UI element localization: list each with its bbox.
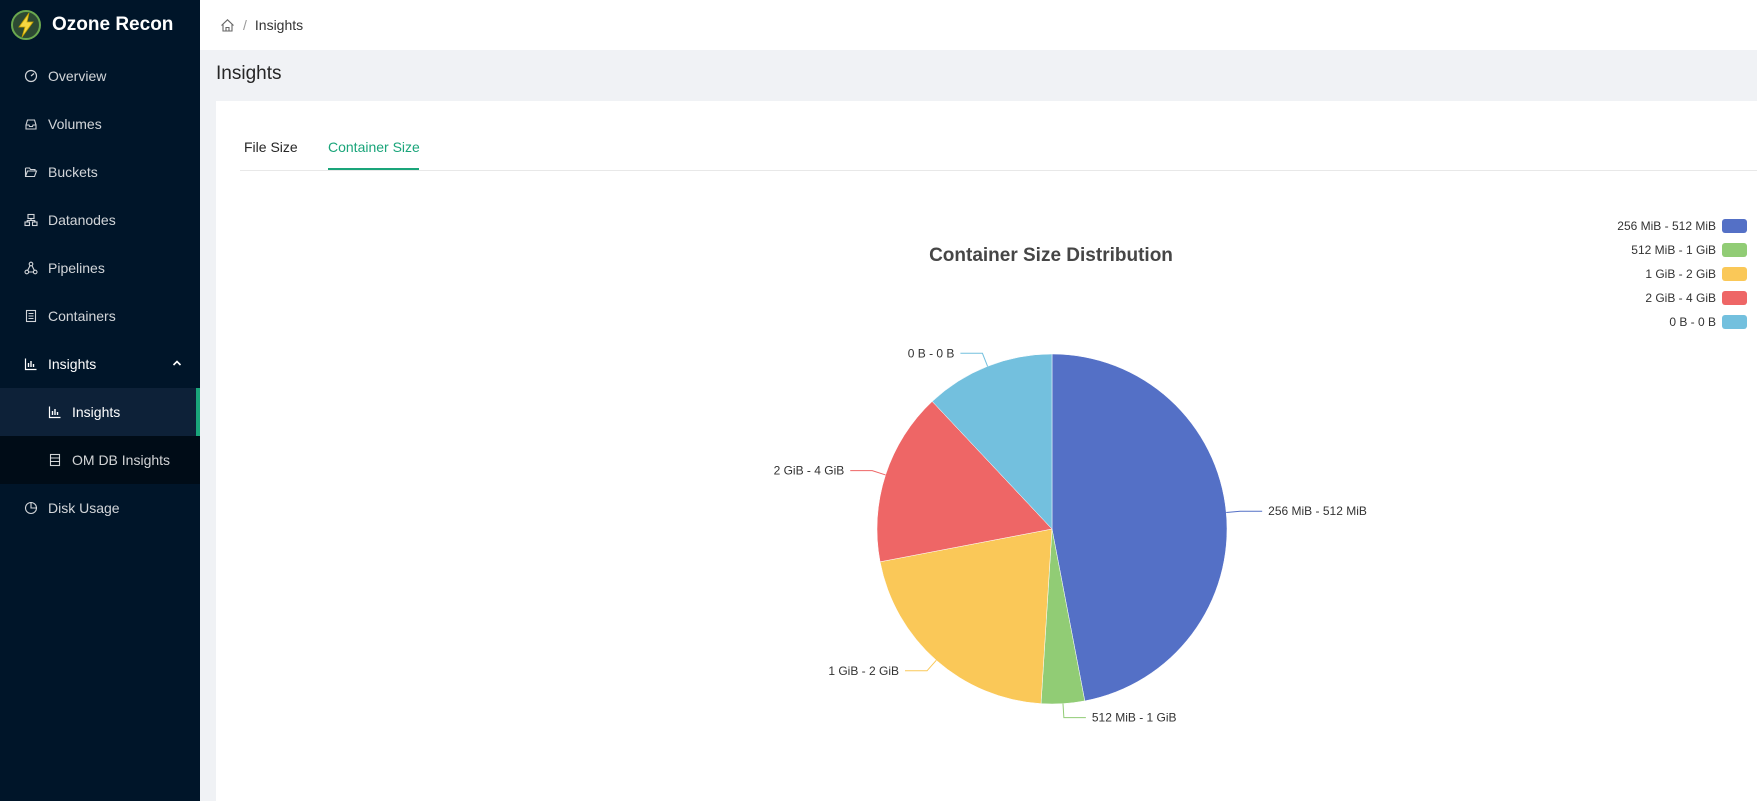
sidebar-item-insights[interactable]: Insights — [0, 340, 200, 388]
sidebar-item-volumes[interactable]: Volumes — [0, 100, 200, 148]
bar-chart-icon — [48, 405, 62, 419]
legend-swatch[interactable] — [1722, 219, 1747, 233]
sidebar-item-label: Pipelines — [48, 260, 105, 276]
database-icon — [48, 453, 62, 467]
page-title: Insights — [216, 63, 282, 84]
tab-container-size[interactable]: Container Size — [328, 139, 420, 155]
insights-submenu: Insights OM DB Insights — [0, 388, 200, 484]
insights-panel: File Size Container Size Container Size … — [216, 101, 1757, 801]
home-icon[interactable] — [220, 18, 235, 33]
legend-swatch[interactable] — [1722, 315, 1747, 329]
breadcrumb-separator: / — [243, 17, 247, 33]
folder-open-icon — [24, 165, 38, 179]
legend-item-label[interactable]: 0 B - 0 B — [1669, 315, 1716, 329]
pie-slice-label: 1 GiB - 2 GiB — [828, 664, 899, 678]
submenu-item-om-db-insights[interactable]: OM DB Insights — [0, 436, 200, 484]
sidebar-item-containers[interactable]: Containers — [0, 292, 200, 340]
legend-item-label[interactable]: 1 GiB - 2 GiB — [1645, 267, 1716, 281]
sidebar-item-label: Insights — [48, 356, 97, 372]
pie-chart-icon — [24, 501, 38, 515]
ozone-logo-icon — [11, 10, 41, 40]
container-icon — [24, 309, 38, 323]
pie-slice-label: 2 GiB - 4 GiB — [774, 464, 845, 478]
pie-slice-label: 512 MiB - 1 GiB — [1092, 711, 1177, 725]
legend-item-label[interactable]: 2 GiB - 4 GiB — [1645, 291, 1716, 305]
sidebar-item-disk-usage[interactable]: Disk Usage — [0, 484, 200, 532]
pie-slice-label: 0 B - 0 B — [908, 346, 955, 360]
sidebar-item-buckets[interactable]: Buckets — [0, 148, 200, 196]
sidebar-item-label: Disk Usage — [48, 500, 120, 516]
pie-leader-line — [960, 352, 989, 367]
legend-swatch[interactable] — [1722, 291, 1747, 305]
tab-file-size[interactable]: File Size — [244, 139, 298, 155]
container-size-pie-chart: Container Size Distribution 256 MiB - 51… — [774, 219, 1747, 725]
pie-leader-line — [1062, 703, 1086, 719]
legend-item-label[interactable]: 256 MiB - 512 MiB — [1617, 219, 1716, 233]
sidebar-item-label: Volumes — [48, 116, 102, 132]
dashboard-icon — [24, 69, 38, 83]
pie-slice[interactable] — [1051, 353, 1228, 702]
app-title: Ozone Recon — [52, 14, 174, 35]
sidebar-item-datanodes[interactable]: Datanodes — [0, 196, 200, 244]
pie-leader-line — [850, 470, 886, 476]
deployment-unit-icon — [24, 261, 38, 275]
legend-swatch[interactable] — [1722, 243, 1747, 257]
submenu-item-insights[interactable]: Insights — [0, 388, 200, 436]
sidebar-item-label: Buckets — [48, 164, 98, 180]
tab-active-indicator — [328, 168, 419, 170]
inbox-icon — [24, 117, 38, 131]
sidebar-item-label: Datanodes — [48, 212, 116, 228]
sidebar-item-label: Overview — [48, 68, 107, 84]
sidebar-item-overview[interactable]: Overview — [0, 52, 200, 100]
breadcrumb: / Insights — [200, 0, 1757, 50]
breadcrumb-current: Insights — [254, 17, 304, 33]
pie-slice[interactable] — [879, 528, 1053, 704]
pie-slice-label: 256 MiB - 512 MiB — [1268, 504, 1367, 518]
legend-swatch[interactable] — [1722, 267, 1747, 281]
pie-leader-line — [905, 659, 937, 672]
chart-title: Container Size Distribution — [929, 245, 1173, 266]
chevron-up-icon[interactable] — [172, 358, 182, 368]
submenu-item-label: OM DB Insights — [72, 452, 171, 468]
sidebar-item-label: Containers — [48, 308, 116, 324]
cluster-icon — [24, 213, 38, 227]
sidebar-item-pipelines[interactable]: Pipelines — [0, 244, 200, 292]
submenu-item-label: Insights — [72, 404, 121, 420]
bar-chart-icon — [24, 357, 38, 371]
legend-item-label[interactable]: 512 MiB - 1 GiB — [1631, 243, 1716, 257]
tab-bar: File Size Container Size — [240, 101, 1757, 171]
app-logo[interactable]: Ozone Recon — [0, 0, 200, 50]
sidebar: Ozone Recon Overview Volumes Buckets Dat… — [0, 0, 200, 801]
pie-leader-line — [1226, 510, 1263, 514]
